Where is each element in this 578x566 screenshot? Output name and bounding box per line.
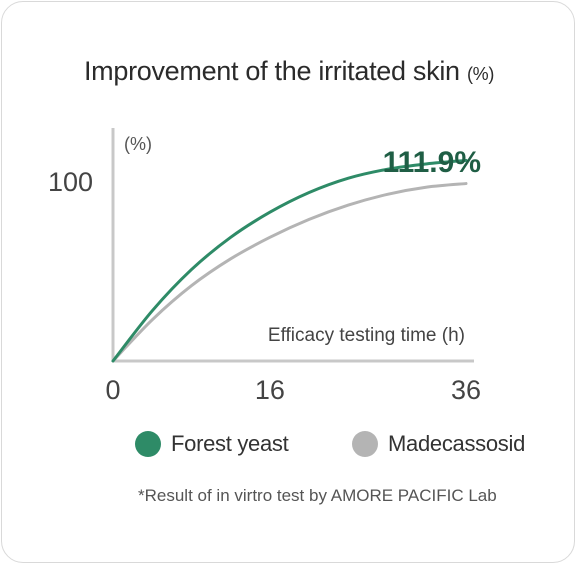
series-line-forest-yeast [111,158,468,363]
footnote: *Result of in virtro test by AMORE PACIF… [138,486,497,505]
legend-label-forest-yeast: Forest yeast [171,431,289,456]
legend-item-madecassosid: Madecassosid [352,431,525,457]
legend: Forest yeast Madecassosid [0,431,578,463]
legend-label-madecassosid: Madecassosid [388,431,526,456]
chart-title-unit: (%) [466,64,495,84]
peak-value-annotation: 111.9% [383,146,481,179]
series-line-madecassosid [111,182,468,363]
y-unit-label: (%) [124,134,152,154]
x-tick-label: 36 [451,375,481,405]
chart-title: Improvement of the irritated skin (%) [0,56,578,87]
x-axis-label: Efficacy testing time (h) [268,325,465,346]
chart-title-text: Improvement of the irritated skin [83,56,460,86]
legend-item-forest-yeast: Forest yeast [135,431,289,457]
legend-swatch-forest-yeast [135,431,161,457]
y-tick-label: 100 [48,167,93,197]
x-tick-label: 0 [105,375,120,405]
x-tick-label: 16 [255,375,285,405]
legend-swatch-madecassosid [352,431,378,457]
